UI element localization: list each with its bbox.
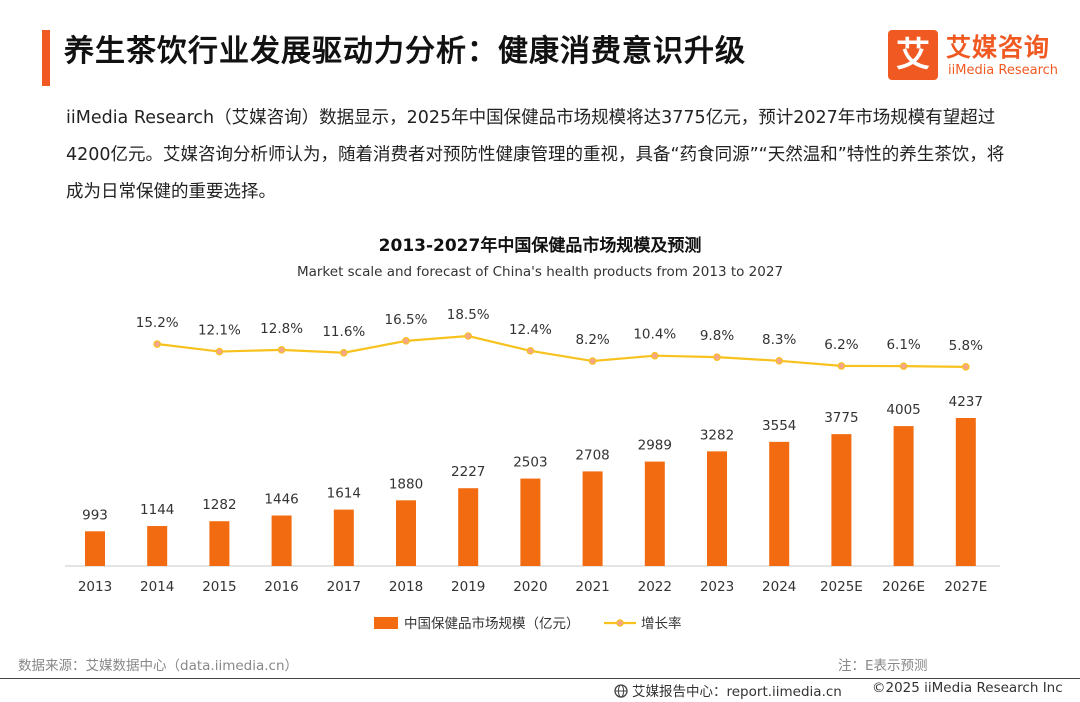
bar-2017 xyxy=(333,509,354,566)
growth-rate-label: 5.8% xyxy=(949,338,983,354)
bar-2022 xyxy=(644,461,665,566)
growth-rate-label: 12.1% xyxy=(198,323,241,339)
x-tick-label: 2024 xyxy=(762,579,796,595)
growth-point-2019 xyxy=(464,332,473,340)
legend-bar-label: 中国保健品市场规模（亿元） xyxy=(404,615,580,632)
growth-rate-label: 9.8% xyxy=(700,328,734,344)
globe-icon xyxy=(614,684,628,698)
growth-rate-label: 8.2% xyxy=(575,332,609,348)
growth-rate-label: 12.8% xyxy=(260,321,303,337)
x-tick-label: 2021 xyxy=(575,579,609,595)
growth-rate-label: 12.4% xyxy=(509,322,552,338)
chart-title: 2013-2027年中国保健品市场规模及预测 xyxy=(378,236,702,256)
growth-rate-label: 18.5% xyxy=(447,307,490,323)
brand-logo: 艾 艾媒咨询 iiMedia Research xyxy=(888,30,1068,82)
bar-2021 xyxy=(582,471,603,566)
bar-value-label: 4237 xyxy=(949,394,983,410)
growth-point-2026E xyxy=(899,362,908,370)
x-tick-label: 2014 xyxy=(140,579,174,595)
bar-value-label: 1614 xyxy=(327,486,361,502)
x-tick-label: 2015 xyxy=(202,579,236,595)
growth-point-2015 xyxy=(215,347,224,356)
x-tick-label: 2013 xyxy=(78,579,112,595)
logo-chinese-name: 艾媒咨询 xyxy=(946,33,1051,62)
chart-subtitle: Market scale and forecast of China's hea… xyxy=(296,264,784,280)
bar-value-label: 2503 xyxy=(513,455,547,471)
growth-rate-label: 16.5% xyxy=(385,312,428,328)
bar-value-label: 2989 xyxy=(638,438,672,454)
bar-2026E xyxy=(893,426,914,566)
bar-2020 xyxy=(520,478,541,566)
data-source: 数据来源：艾媒数据中心（data.iimedia.cn） xyxy=(18,658,299,674)
bar-value-label: 2227 xyxy=(451,464,485,480)
x-tick-label: 2016 xyxy=(264,579,298,595)
bar-2014 xyxy=(147,526,168,566)
legend-line-marker xyxy=(616,619,624,627)
growth-rate-label: 8.3% xyxy=(762,332,796,348)
bar-2016 xyxy=(271,515,292,566)
forecast-note: 注：E表示预测 xyxy=(838,658,928,674)
growth-point-2022 xyxy=(650,351,659,360)
bar-value-label: 2708 xyxy=(575,447,609,463)
growth-point-2023 xyxy=(713,353,721,361)
growth-point-2025E xyxy=(837,362,846,370)
bar-value-label: 1144 xyxy=(140,502,174,518)
page-title: 养生茶饮行业发展驱动力分析：健康消费意识升级 xyxy=(64,34,746,69)
growth-rate-label: 15.2% xyxy=(136,315,179,331)
growth-point-2016 xyxy=(277,346,286,354)
x-tick-label: 2026E xyxy=(882,579,925,595)
bar-2024 xyxy=(769,441,790,566)
bar-2023 xyxy=(707,451,727,566)
bar-2018 xyxy=(396,500,416,566)
legend-line-label: 增长率 xyxy=(641,615,682,632)
intro-paragraph: iiMedia Research（艾媒咨询）数据显示，2025年中国保健品市场规… xyxy=(66,108,1005,202)
copyright: ©2025 iiMedia Research Inc xyxy=(872,680,1063,696)
bar-value-label: 3282 xyxy=(700,427,734,443)
growth-rate-label: 6.1% xyxy=(886,337,920,353)
x-tick-label: 2022 xyxy=(638,579,672,595)
report-center-text: 艾媒报告中心：report.iimedia.cn xyxy=(632,684,842,700)
growth-rate-label: 10.4% xyxy=(633,327,676,343)
bar-value-label: 4005 xyxy=(886,402,920,418)
x-tick-label: 2025E xyxy=(820,579,863,595)
growth-point-2018 xyxy=(402,337,410,345)
bar-2019 xyxy=(458,488,479,566)
logo-mark: 艾 xyxy=(888,30,938,80)
footer-divider xyxy=(0,678,1080,679)
growth-point-2024 xyxy=(775,356,784,365)
growth-rate-label: 6.2% xyxy=(824,337,858,353)
bar-value-label: 1880 xyxy=(389,476,423,492)
growth-point-2017 xyxy=(339,348,348,357)
growth-point-2014 xyxy=(153,340,162,348)
title-accent-bar xyxy=(42,30,50,86)
bar-2027E xyxy=(955,418,976,566)
legend-bar-swatch xyxy=(374,617,398,629)
growth-point-2021 xyxy=(588,357,597,365)
x-tick-label: 2023 xyxy=(700,579,734,595)
bar-value-label: 1446 xyxy=(264,491,298,507)
growth-rate-line xyxy=(157,334,966,368)
growth-point-2020 xyxy=(526,347,535,355)
bar-value-label: 3554 xyxy=(762,418,796,434)
bar-value-label: 1282 xyxy=(202,497,236,513)
market-scale-chart: 993 2013 1144 2014 1282 2015 1446 2016 1614 2017 1… xyxy=(65,307,1000,632)
report-center-link[interactable]: 艾媒报告中心：report.iimedia.cn xyxy=(614,680,842,700)
x-tick-label: 2018 xyxy=(389,579,423,595)
bar-2025E xyxy=(831,434,852,566)
x-tick-label: 2019 xyxy=(451,579,485,595)
bar-value-label: 993 xyxy=(82,507,108,523)
x-tick-label: 2020 xyxy=(513,579,547,595)
bar-value-label: 3775 xyxy=(824,410,858,426)
growth-rate-label: 11.6% xyxy=(322,324,365,340)
bar-2013 xyxy=(85,531,105,566)
bar-2015 xyxy=(209,521,230,566)
x-tick-label: 2027E xyxy=(944,579,987,595)
growth-point-2027E xyxy=(961,363,970,371)
logo-english-name: iiMedia Research xyxy=(948,63,1059,78)
x-tick-label: 2017 xyxy=(327,579,361,595)
